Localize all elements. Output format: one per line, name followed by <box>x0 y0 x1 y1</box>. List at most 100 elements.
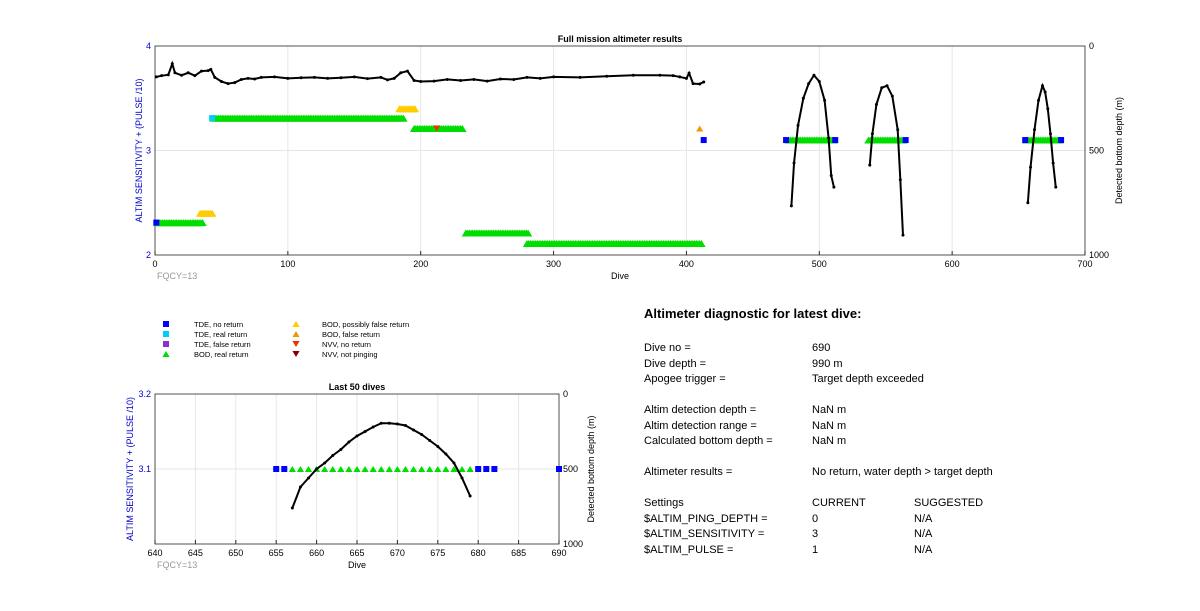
setting-suggested: N/A <box>914 543 933 556</box>
plot-frame <box>154 45 1086 256</box>
marker-tde-no-return <box>273 466 280 472</box>
depth-point <box>379 75 383 79</box>
depth-point <box>658 73 662 77</box>
marker-bod-possibly-false <box>208 209 217 217</box>
settings-header: Settings <box>644 497 684 509</box>
marker-nvv-no-return <box>292 341 300 347</box>
marker-bod-real <box>697 240 706 248</box>
setting-current: 3 <box>812 528 819 540</box>
depth-point <box>1054 185 1058 189</box>
marker-bod-real <box>409 466 418 472</box>
depth-point <box>405 69 409 73</box>
depth-point <box>671 74 675 78</box>
marker-tde-no-return <box>783 137 790 144</box>
marker-tde-no-return <box>1022 137 1029 144</box>
depth-point <box>186 71 190 75</box>
depth-point <box>789 204 793 208</box>
depth-point <box>233 81 237 85</box>
depth-point <box>823 98 827 102</box>
marker-bod-real <box>377 466 385 472</box>
x-tick-label: 655 <box>269 548 284 558</box>
marker-bod-real <box>321 466 329 472</box>
depth-point <box>460 476 464 480</box>
legend-label: TDE, no return <box>194 320 243 329</box>
marker-bod-real <box>442 466 450 472</box>
depth-point <box>874 103 878 107</box>
diagnostic-panel: Altimeter diagnostic for latest dive: Di… <box>644 306 1184 558</box>
depth-point <box>170 62 174 66</box>
last-50-dives-chart: 640 645 650 655 660 665 670 675 680 685 690 3.1 3.2 0… <box>125 382 596 570</box>
depth-point <box>428 439 432 442</box>
marker-tde-no-return <box>153 219 160 226</box>
x-axis-label: Dive <box>348 560 366 570</box>
depth-point <box>371 425 375 429</box>
depth-point <box>166 73 170 77</box>
depth-point <box>366 77 370 81</box>
depth-point <box>1051 161 1055 165</box>
depth-point <box>868 163 872 167</box>
x-tick-label: 685 <box>511 548 526 558</box>
x-tick-label: 600 <box>945 259 960 269</box>
marker-tde-no-return <box>475 466 482 472</box>
detection-depth-value: NaN m <box>812 404 847 416</box>
y-axis-label: ALTIM SENSITIVITY + (PULSE /10) <box>125 397 135 541</box>
setting-name: $ALTIM_PING_DEPTH = <box>644 512 768 525</box>
depth-point <box>796 123 800 127</box>
x-tick-label: 300 <box>546 259 561 269</box>
legend-label: TDE, false return <box>194 340 251 349</box>
marker-tde-no-return <box>1058 137 1065 144</box>
setting-name: $ALTIM_SENSITIVITY = <box>644 528 765 540</box>
marker-tde-real <box>209 115 216 122</box>
depth-point <box>444 452 448 456</box>
depth-point <box>896 128 900 132</box>
marker-bod-real <box>426 466 434 472</box>
x-tick-label: 500 <box>812 259 827 269</box>
y2-tick-label: 1000 <box>563 539 583 549</box>
depth-point <box>498 77 502 81</box>
marker-bod-false <box>292 331 300 337</box>
legend-label: BOD, possibly false return <box>322 320 409 329</box>
depth-point <box>832 185 836 189</box>
depth-point <box>326 76 330 80</box>
x-tick-label: 680 <box>471 548 486 558</box>
depth-point <box>436 445 440 448</box>
depth-point <box>432 79 436 83</box>
legend-label: NVV, not pinging <box>322 350 378 359</box>
setting-suggested: N/A <box>914 512 933 525</box>
marker-tde-no-return <box>902 137 909 144</box>
legend-label: BOD, real return <box>194 350 249 359</box>
depth-point <box>307 476 311 480</box>
detection-range-value: NaN m <box>812 419 847 432</box>
marker-bod-real <box>345 466 353 472</box>
current-header: CURRENT <box>812 497 866 509</box>
marker-bod-real <box>162 351 170 357</box>
depth-point <box>339 76 343 80</box>
fqcy-note: FQCY=13 <box>157 560 197 570</box>
depth-point <box>1040 84 1044 88</box>
fqcy-note: FQCY=13 <box>157 271 197 281</box>
depth-point <box>312 75 316 79</box>
marker-bod-real <box>401 466 410 472</box>
depth-point <box>885 84 889 88</box>
depth-point <box>395 422 399 426</box>
depth-point <box>323 461 327 465</box>
depth-point <box>684 76 688 80</box>
depth-line <box>868 84 904 236</box>
depth-point <box>631 73 635 77</box>
marker-tde-no-return <box>556 466 562 472</box>
depth-point <box>485 79 489 83</box>
depth-point <box>246 76 250 80</box>
detection-depth-label: Altim detection depth = <box>644 404 757 416</box>
depth-point <box>259 75 263 79</box>
x-tick-label: 640 <box>147 548 162 558</box>
y-tick-label: 3.2 <box>138 389 151 399</box>
depth-point <box>379 421 383 425</box>
depth-point <box>160 74 164 78</box>
marker-tde-no-return <box>700 137 707 144</box>
marker-bod-real <box>393 466 401 472</box>
marker-tde-no-return <box>832 137 839 144</box>
y2-tick-label: 500 <box>1089 146 1104 156</box>
x-tick-label: 670 <box>390 548 405 558</box>
depth-point <box>420 433 424 436</box>
depth-point <box>154 75 158 79</box>
